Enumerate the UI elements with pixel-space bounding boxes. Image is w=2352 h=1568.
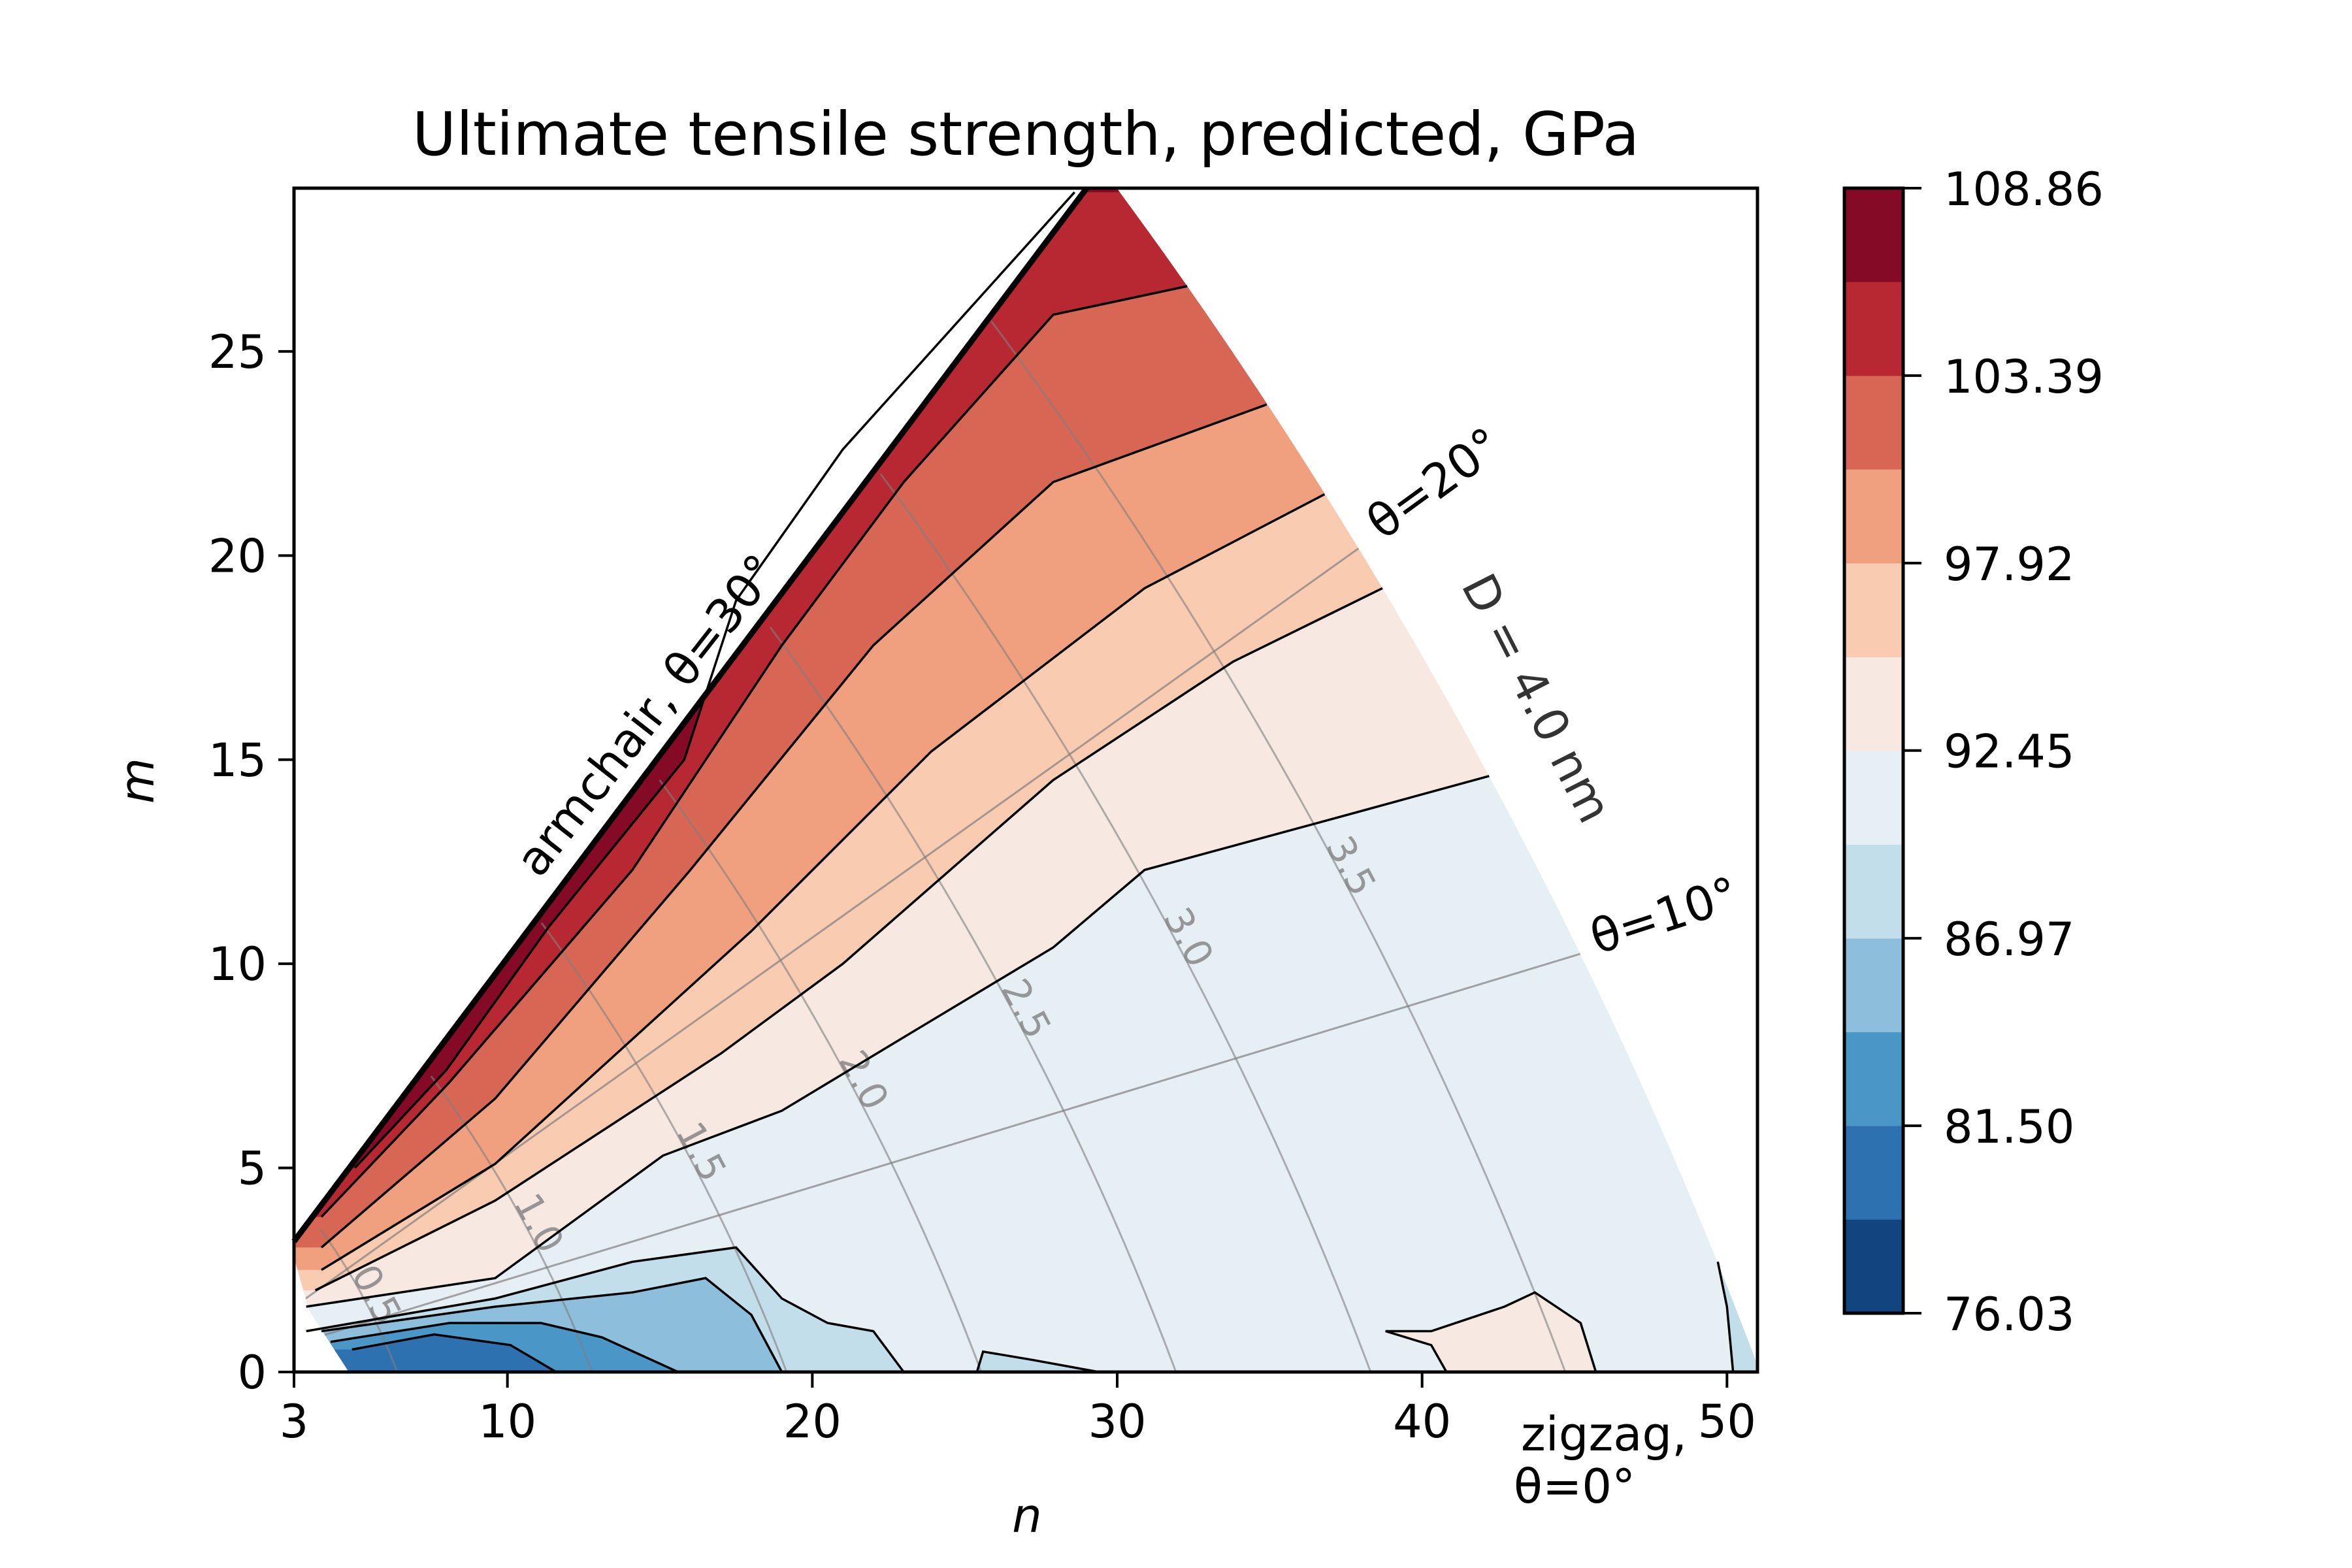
diameter-contour-3: [879, 473, 1372, 1372]
annotation-zigzag: zigzag,: [1521, 1407, 1687, 1462]
chart-title: Ultimate tensile strength, predicted, GP…: [412, 99, 1639, 169]
contour-bands: [294, 188, 1757, 1372]
colorbar-tick-label: 86.97: [1944, 913, 2074, 966]
plot-frame: [292, 186, 1759, 1374]
colorbar-band: [1844, 563, 1903, 658]
colorbar-tick-label: 97.92: [1944, 538, 2074, 591]
colorbar-tick-label: 76.03: [1944, 1288, 2074, 1341]
annotation-theta-10: θ=10°: [1584, 866, 1745, 965]
x-tick-label: 30: [1088, 1395, 1146, 1448]
colorbar-band: [1844, 375, 1903, 470]
colorbar-band: [1844, 282, 1903, 376]
contour-line-89.71: [1716, 1261, 1735, 1372]
contour-line-92.45: [306, 775, 1490, 1308]
contour-line-89.71: [975, 1350, 1100, 1372]
contour-line-81.5: [351, 1333, 557, 1372]
colorbar-band: [1844, 1219, 1903, 1314]
contour-line-84.24: [330, 1322, 679, 1372]
colorbar: 76.03 81.50 86.97 92.45 97.92 103.39 108.86: [1842, 163, 2104, 1341]
diameter-contour-2.5: [769, 626, 1177, 1372]
y-tick-label: 10: [208, 938, 267, 991]
contour-line-86.97: [321, 1277, 783, 1372]
y-tick-label: 0: [237, 1346, 267, 1399]
diameter-contour-2: [659, 779, 983, 1372]
x-axis: 3 10 20 30 40 50: [280, 1372, 1756, 1448]
x-tick-label: 10: [478, 1395, 536, 1448]
colorbar-band: [1844, 1126, 1903, 1220]
y-tick-label: 20: [208, 529, 267, 583]
contour-line-97.92: [321, 493, 1326, 1271]
contour-line-95.18: [314, 587, 1383, 1292]
contour-line-100.66: [320, 403, 1267, 1249]
y-axis: 0 5 10 15 20 25: [208, 325, 294, 1399]
contour-line-89.71: [306, 1246, 905, 1372]
colorbar-band: [1844, 938, 1903, 1032]
y-axis-label: m: [110, 758, 165, 804]
colorbar-band: [1844, 750, 1903, 845]
x-tick-label: 3: [280, 1395, 309, 1448]
colorbar-band: [1844, 469, 1903, 564]
colorbar-tick-label: 92.45: [1944, 725, 2074, 779]
y-tick-label: 5: [237, 1142, 267, 1196]
y-tick-label: 15: [208, 734, 267, 787]
colorbar-tick-label: 81.50: [1944, 1100, 2074, 1154]
colorbar-band: [1844, 188, 1903, 282]
contour-line-103.39: [320, 285, 1188, 1218]
annotation-theta-20: θ=20°: [1357, 417, 1512, 550]
diameter-contour-0.5: [319, 1228, 399, 1372]
colorbar-tick-label: 108.86: [1944, 163, 2104, 216]
x-tick-label: 20: [783, 1395, 841, 1448]
diameter-contour-3.5: [990, 320, 1567, 1372]
colorbar-band: [1844, 657, 1903, 751]
contour-line-92.45: [1385, 1291, 1597, 1372]
x-axis-label: n: [1012, 1488, 1042, 1543]
x-tick-label: 40: [1393, 1395, 1451, 1448]
colorbar-band: [1844, 844, 1903, 939]
armchair-boundary-line: [291, 186, 1089, 1243]
colorbar-tick-label: 103.39: [1944, 350, 2104, 404]
x-tick-label: 50: [1698, 1395, 1756, 1448]
contour-lines: [306, 191, 1735, 1372]
annotation-zigzag-theta: θ=0°: [1514, 1459, 1635, 1514]
contour-line-106.13: [354, 191, 1076, 1169]
y-tick-label: 25: [208, 325, 267, 379]
colorbar-band: [1844, 1032, 1903, 1126]
